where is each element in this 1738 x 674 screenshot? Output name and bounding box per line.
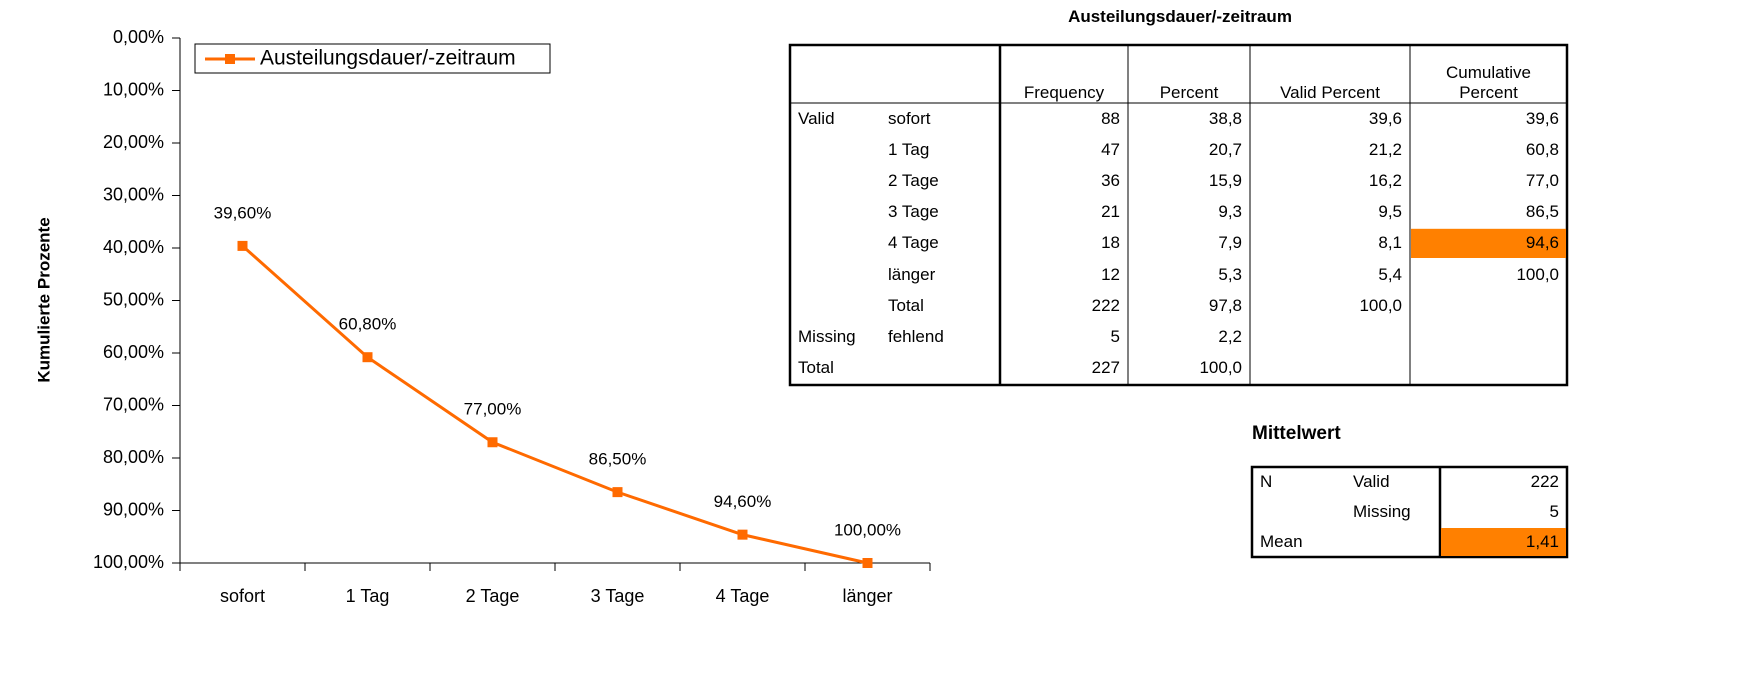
table-border (1250, 465, 1569, 559)
table-border (788, 43, 1569, 387)
table-cell: Total (798, 358, 834, 378)
table-cell: Mean (1260, 532, 1303, 551)
table-cell: 21,2 (1368, 139, 1402, 159)
data-point (737, 529, 748, 540)
table-cell: 2,2 (1218, 326, 1242, 346)
table-cell: 21 (1101, 202, 1120, 222)
data-point (487, 437, 498, 448)
table-cell: Valid (798, 108, 835, 128)
table-cell: 39,6 (1525, 108, 1559, 128)
table-cell: 1,41 (1525, 532, 1559, 551)
y-tick-label: 20,00% (103, 132, 164, 152)
table-cell: Percent (1159, 83, 1219, 102)
table-cell: 5,4 (1378, 264, 1402, 284)
data-line (241, 244, 868, 565)
table-cell: Missing (798, 326, 856, 346)
y-tick-label: 80,00% (103, 447, 164, 467)
table-cell: N (1260, 472, 1273, 491)
y-tick-label: 30,00% (103, 184, 164, 204)
table-cell: 16,2 (1368, 170, 1402, 190)
table-cell: 38,8 (1208, 108, 1242, 128)
table-cell: 227 (1091, 358, 1120, 378)
table-cell: fehlend (888, 326, 944, 346)
highlight (1441, 528, 1566, 556)
y-axis-label: Kumulierte Prozente (34, 217, 53, 382)
table-cell: 15,9 (1208, 170, 1242, 190)
table-cell: 9,3 (1218, 202, 1242, 222)
x-tick-label: 4 Tage (716, 586, 770, 606)
table-cell: 88 (1101, 108, 1120, 128)
table-cell: 36 (1101, 170, 1120, 190)
table-cell: 20,7 (1208, 139, 1242, 159)
table-cell: 100,0 (1516, 264, 1559, 284)
table-cell: 94,6 (1525, 233, 1559, 253)
y-tick-label: 100,00% (93, 552, 164, 572)
table-cell: 5,3 (1218, 264, 1242, 284)
table-cell: Valid (1353, 472, 1390, 491)
data-point (862, 558, 873, 568)
table-cell: 8,1 (1378, 233, 1402, 253)
y-tick-label: 0,00% (113, 27, 164, 47)
table-cell: 7,9 (1218, 233, 1242, 253)
y-tick-label: 70,00% (103, 394, 164, 414)
x-tick-label: länger (842, 586, 892, 606)
y-tick-label: 90,00% (103, 499, 164, 519)
data-point (237, 240, 248, 251)
y-tick-label: 40,00% (103, 237, 164, 257)
table-cell: 12 (1101, 264, 1120, 284)
x-tick-label: sofort (220, 586, 265, 606)
table-cell: 47 (1101, 139, 1120, 159)
table-cell: 222 (1091, 295, 1120, 315)
table-cell: 1 Tag (888, 139, 930, 159)
y-tick-label: 50,00% (103, 289, 164, 309)
data-label: 60,80% (339, 315, 397, 334)
table-title: Mittelwert (1252, 423, 1341, 444)
table-cell: 60,8 (1525, 139, 1559, 159)
data-label: 94,60% (714, 492, 772, 511)
highlight (1411, 228, 1566, 258)
table-cell: 39,6 (1368, 108, 1402, 128)
data-label: 100,00% (834, 520, 901, 539)
table-cell: Missing (1353, 502, 1411, 521)
x-tick-label: 3 Tage (591, 586, 645, 606)
data-label: 39,60% (214, 203, 272, 222)
table-cell: 100,0 (1359, 295, 1402, 315)
x-tick-label: 2 Tage (466, 586, 520, 606)
table-cell: 222 (1530, 472, 1559, 491)
x-tick-label: 1 Tag (346, 586, 390, 606)
legend-marker (225, 54, 235, 64)
table-cell: Cumulative Percent (1445, 63, 1532, 102)
table-cell: 18 (1101, 233, 1120, 253)
table-cell: 3 Tage (888, 202, 939, 222)
legend-label: Austeilungsdauer/-zeitraum (260, 47, 516, 70)
table-cell: Valid Percent (1280, 83, 1380, 102)
y-tick-label: 60,00% (103, 342, 164, 362)
table-cell: länger (888, 264, 936, 284)
table-title: Austeilungsdauer/-zeitraum (1068, 7, 1292, 26)
table-cell: 2 Tage (888, 170, 939, 190)
data-point (362, 352, 373, 363)
table-cell: 5 (1110, 326, 1120, 346)
table-cell: Frequency (1023, 83, 1105, 102)
table-cell: 86,5 (1525, 202, 1559, 222)
table-cell: sofort (888, 108, 931, 128)
data-label: 86,50% (589, 450, 647, 469)
table-cell: 4 Tage (888, 233, 939, 253)
table-cell: Total (888, 295, 924, 315)
table-cell: 77,0 (1525, 170, 1559, 190)
data-point (612, 487, 623, 498)
table-cell: 9,5 (1378, 202, 1402, 222)
table-cell: 5 (1549, 502, 1559, 521)
table-cell: 97,8 (1208, 295, 1242, 315)
y-tick-label: 10,00% (103, 79, 164, 99)
table-cell: 100,0 (1199, 358, 1242, 378)
data-label: 77,00% (464, 400, 522, 419)
